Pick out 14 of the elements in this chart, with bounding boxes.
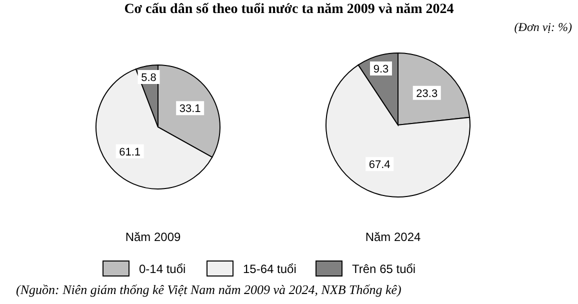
text: (Nguồn: Niên giám thống kê Việt Nam năm 2009 và 2024, NXB Thống kê) (16, 282, 402, 298)
data-label: 67.4 (368, 159, 390, 172)
data-label: 9.3 (373, 63, 389, 76)
text: Năm 2009 (124, 230, 182, 244)
data-label: 5.8 (141, 72, 156, 84)
text: Năm 2024 (364, 230, 422, 244)
legend-label: 0-14 tuổi (139, 262, 186, 276)
legend-label: 15-64 tuổi (243, 262, 296, 276)
data-label: 23.3 (416, 88, 438, 100)
legend-label: Trên 65 tuổi (352, 262, 416, 276)
data-label: 61.1 (119, 146, 141, 158)
text: (Đơn vị: %) (514, 20, 572, 35)
data-label: 33.1 (179, 103, 201, 116)
chart-title: Cơ cấu dân số theo tuổi nước ta năm 2009 và năm 2024 (123, 2, 455, 18)
